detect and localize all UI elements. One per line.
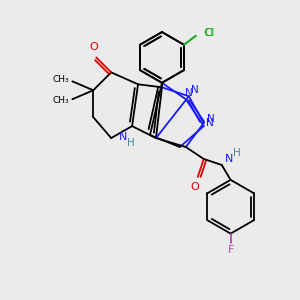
Text: O: O xyxy=(89,42,98,52)
Text: H: H xyxy=(233,148,241,158)
Text: N: N xyxy=(185,88,193,98)
Text: N: N xyxy=(207,114,215,124)
Text: F: F xyxy=(227,245,234,255)
Text: CH₃: CH₃ xyxy=(52,75,69,84)
Text: O: O xyxy=(190,182,199,192)
Text: N: N xyxy=(225,154,233,164)
Text: N: N xyxy=(191,85,199,95)
Text: N: N xyxy=(206,118,214,128)
Text: N: N xyxy=(119,132,127,142)
Text: Cl: Cl xyxy=(205,28,215,38)
Text: H: H xyxy=(127,137,134,148)
Text: CH₃: CH₃ xyxy=(52,96,69,105)
Text: Cl: Cl xyxy=(203,28,214,38)
